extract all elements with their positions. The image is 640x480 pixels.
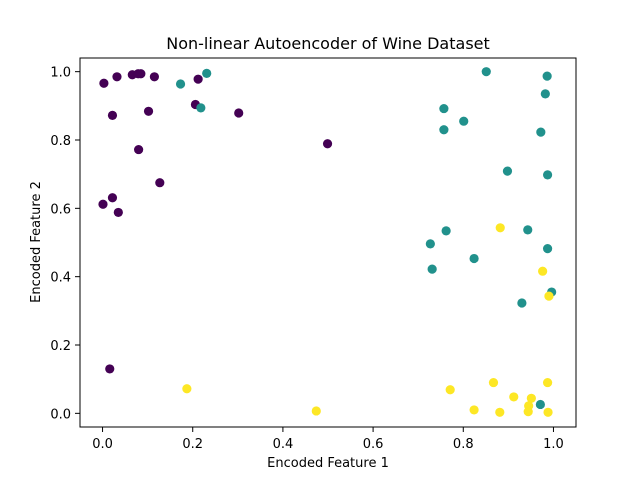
data-point: [105, 364, 115, 374]
data-point: [107, 110, 118, 120]
data-point: [481, 67, 491, 77]
data-point: [469, 405, 479, 415]
data-point: [488, 377, 499, 388]
data-point: [234, 108, 244, 118]
data-point: [143, 106, 154, 116]
data-point: [136, 69, 146, 79]
x-tick-label: 0.8: [453, 437, 474, 452]
x-tick-label: 0.0: [92, 437, 113, 452]
data-point: [535, 399, 545, 410]
data-point: [439, 125, 449, 135]
y-tick-label: 0.8: [50, 134, 71, 149]
x-tick-label: 1.0: [543, 437, 564, 452]
data-point: [155, 178, 165, 188]
data-point: [542, 170, 553, 180]
data-point: [542, 377, 553, 388]
data-point: [538, 266, 548, 276]
data-point: [322, 139, 333, 149]
data-point: [112, 72, 122, 82]
data-point: [542, 244, 553, 254]
data-point: [99, 78, 109, 88]
data-point: [509, 392, 519, 402]
data-point: [134, 144, 144, 155]
data-point: [202, 68, 212, 78]
data-point: [425, 239, 435, 249]
data-point: [540, 89, 550, 99]
x-tick-label: 0.6: [363, 437, 384, 452]
y-tick-label: 0.0: [50, 407, 71, 422]
data-point: [517, 298, 527, 308]
data-point: [536, 127, 546, 137]
data-point: [445, 385, 455, 395]
data-point: [523, 225, 533, 235]
data-point: [193, 74, 203, 84]
x-tick-label: 0.2: [182, 437, 203, 452]
data-point: [107, 193, 118, 203]
data-point: [182, 384, 192, 394]
data-point: [544, 291, 554, 301]
x-tick-label: 0.4: [273, 437, 294, 452]
data-point: [427, 264, 437, 274]
y-tick-label: 0.6: [50, 202, 71, 217]
data-point: [495, 407, 505, 417]
data-point: [495, 223, 505, 233]
data-point: [441, 226, 451, 236]
plot-frame: [79, 57, 577, 428]
data-point: [543, 407, 553, 417]
data-point: [98, 199, 108, 209]
y-tick-label: 0.2: [50, 339, 71, 354]
x-axis: 0.0 0.2 0.4 0.6 0.8 1.0: [92, 427, 564, 452]
chart-title: Non-linear Autoencoder of Wine Dataset: [166, 34, 490, 53]
data-point: [196, 103, 206, 113]
y-axis-label: Encoded Feature 2: [29, 181, 44, 303]
data-point: [175, 79, 186, 89]
data-point: [439, 103, 449, 114]
data-point: [502, 166, 513, 176]
data-point: [523, 407, 533, 417]
points-layer: [98, 67, 557, 417]
data-point: [113, 207, 123, 218]
data-point: [526, 393, 536, 403]
data-point: [311, 406, 321, 416]
data-point: [542, 71, 552, 81]
x-axis-label: Encoded Feature 1: [267, 456, 389, 471]
data-point: [469, 253, 479, 264]
y-tick-label: 0.4: [50, 271, 71, 286]
data-point: [149, 72, 159, 82]
data-point: [459, 116, 469, 126]
y-tick-label: 1.0: [50, 66, 71, 81]
y-axis: 0.0 0.2 0.4 0.6 0.8 1.0: [50, 66, 80, 422]
